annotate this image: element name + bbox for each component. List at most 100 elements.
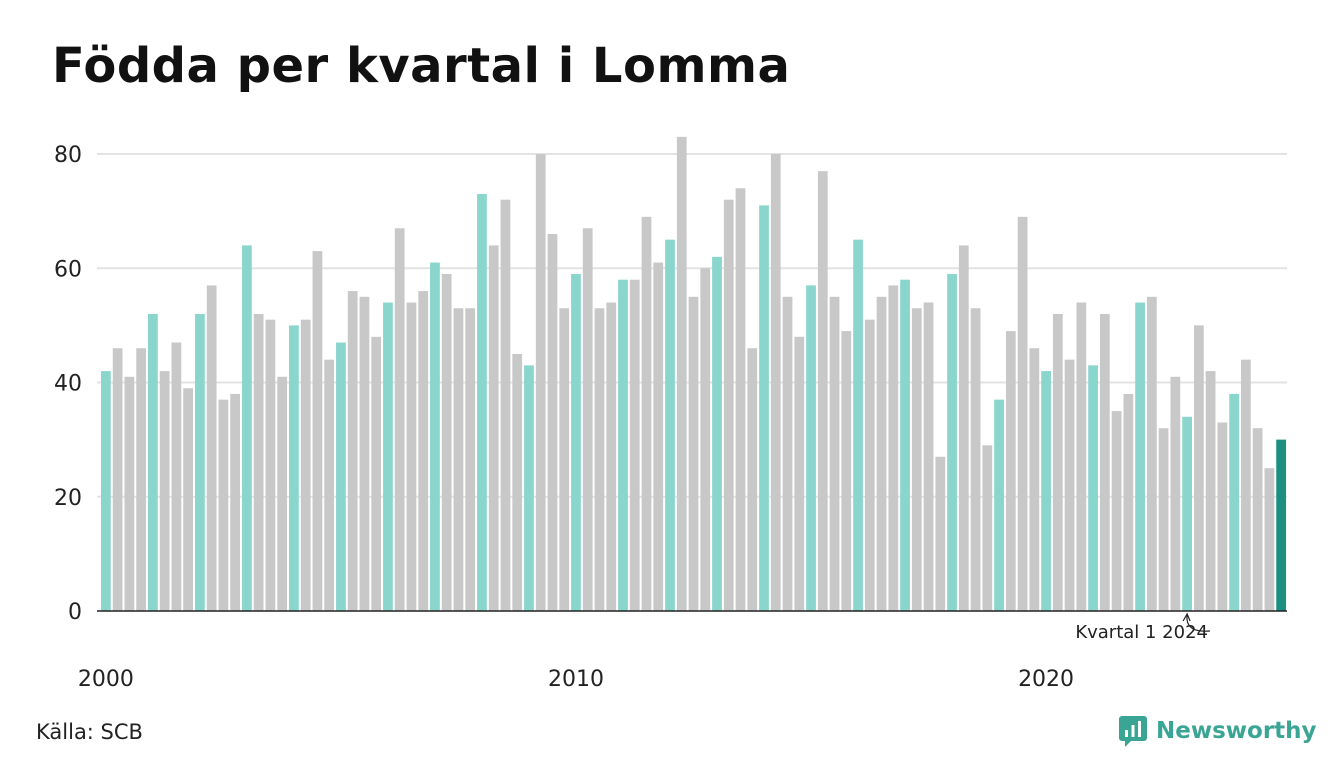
bar bbox=[359, 296, 370, 611]
bar bbox=[794, 336, 805, 611]
bar bbox=[1041, 371, 1051, 611]
bar bbox=[876, 296, 887, 611]
bar bbox=[535, 154, 546, 611]
bar bbox=[759, 205, 769, 611]
bar bbox=[1052, 313, 1063, 611]
bar bbox=[559, 308, 570, 611]
bar bbox=[900, 279, 910, 611]
brand-name: Newsworthy bbox=[1156, 718, 1317, 744]
bar bbox=[430, 262, 440, 611]
brand-logo: Newsworthy bbox=[1118, 714, 1317, 748]
bar bbox=[183, 388, 194, 611]
bar bbox=[841, 331, 852, 611]
bar bbox=[1158, 428, 1169, 611]
bar bbox=[1240, 359, 1251, 611]
bar bbox=[888, 285, 899, 611]
bar bbox=[676, 136, 687, 612]
bar bbox=[970, 308, 981, 611]
bar bbox=[524, 365, 534, 611]
newsworthy-logo-icon bbox=[1119, 716, 1147, 747]
bar bbox=[100, 371, 111, 611]
bars bbox=[100, 136, 1287, 612]
bar bbox=[1170, 376, 1181, 611]
bar bbox=[371, 336, 382, 611]
bar bbox=[864, 319, 875, 611]
x-tick-label: 2010 bbox=[548, 667, 604, 692]
bar bbox=[347, 291, 358, 611]
bar bbox=[1264, 468, 1275, 611]
y-tick-label: 60 bbox=[54, 257, 82, 282]
bar bbox=[324, 359, 335, 611]
bar bbox=[571, 273, 581, 611]
bar bbox=[336, 342, 346, 611]
bar bbox=[594, 308, 605, 611]
bar bbox=[1135, 302, 1145, 611]
bar bbox=[723, 199, 734, 611]
bar bbox=[782, 296, 793, 611]
bar bbox=[817, 171, 828, 611]
bar bbox=[1029, 348, 1040, 611]
bar bbox=[230, 393, 241, 611]
bar bbox=[712, 256, 722, 611]
bar bbox=[112, 348, 123, 611]
bar bbox=[853, 239, 863, 611]
bar bbox=[547, 233, 558, 611]
bar bbox=[394, 228, 405, 611]
bar bbox=[206, 285, 217, 611]
chart-title: Födda per kvartal i Lomma bbox=[52, 38, 791, 94]
bar bbox=[218, 399, 229, 611]
bar bbox=[277, 376, 288, 611]
bar bbox=[1276, 439, 1287, 611]
annotation-label: Kvartal 1 2024 bbox=[1075, 622, 1208, 643]
bar bbox=[1229, 393, 1239, 611]
bar bbox=[735, 188, 746, 611]
annotation-arrowhead bbox=[1182, 612, 1191, 622]
bar bbox=[242, 245, 252, 611]
bar bbox=[1123, 393, 1134, 611]
bar bbox=[770, 154, 781, 611]
bar bbox=[441, 273, 452, 611]
bar bbox=[1076, 302, 1087, 611]
bar bbox=[982, 445, 993, 611]
bar bbox=[629, 279, 640, 611]
bar bbox=[500, 199, 511, 611]
bar bbox=[453, 308, 464, 611]
bar bbox=[465, 308, 476, 611]
bar bbox=[947, 273, 957, 611]
bar bbox=[1088, 365, 1098, 611]
x-tick-label: 2000 bbox=[78, 667, 134, 692]
bar bbox=[641, 216, 652, 611]
bar bbox=[653, 262, 664, 611]
bar bbox=[1205, 371, 1216, 611]
bar bbox=[1064, 359, 1075, 611]
bar bbox=[806, 285, 816, 611]
bar bbox=[488, 245, 499, 611]
bar bbox=[136, 348, 147, 611]
source-note: Källa: SCB bbox=[36, 720, 143, 744]
y-tick-label: 0 bbox=[68, 600, 82, 625]
bar bbox=[1017, 216, 1028, 611]
bar bbox=[747, 348, 758, 611]
bar bbox=[829, 296, 840, 611]
bar bbox=[253, 313, 264, 611]
bar bbox=[124, 376, 135, 611]
bar bbox=[418, 291, 429, 611]
bar bbox=[606, 302, 617, 611]
x-axis-ticks: 2000 2010 2020 bbox=[78, 667, 1074, 692]
bar bbox=[512, 353, 523, 611]
y-tick-label: 80 bbox=[54, 143, 82, 168]
bar bbox=[688, 296, 699, 611]
bar bbox=[477, 193, 487, 612]
bar bbox=[923, 302, 934, 611]
bar bbox=[312, 251, 323, 612]
annotation-arrow bbox=[1186, 614, 1211, 632]
bar bbox=[911, 308, 922, 611]
bar bbox=[935, 456, 946, 611]
x-tick-label: 2020 bbox=[1018, 667, 1074, 692]
bar bbox=[171, 342, 182, 611]
bar bbox=[159, 371, 170, 611]
y-tick-label: 40 bbox=[54, 372, 82, 397]
bar bbox=[383, 302, 393, 611]
bar bbox=[265, 319, 276, 611]
